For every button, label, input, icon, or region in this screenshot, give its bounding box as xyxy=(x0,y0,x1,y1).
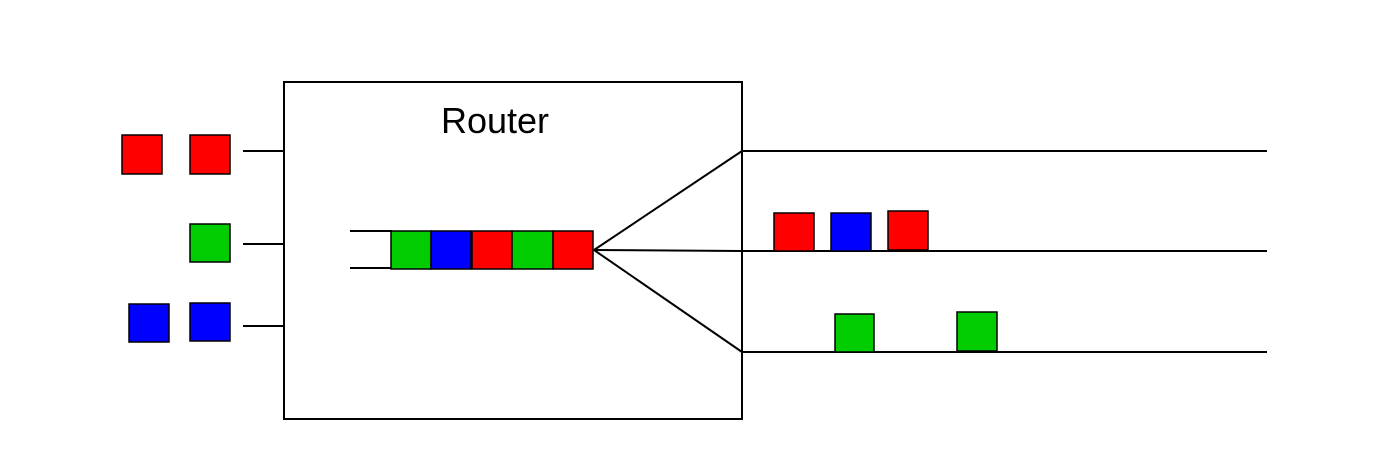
queue-packet-red xyxy=(471,230,513,270)
queue-packet-red xyxy=(552,230,594,270)
queue-packet-blue xyxy=(430,230,472,270)
fanout-line-middle xyxy=(593,249,743,252)
output-packets-bottom xyxy=(834,311,998,353)
input-packets-bottom xyxy=(128,302,231,343)
packet-green xyxy=(956,311,998,352)
queue-packet-green xyxy=(390,230,432,270)
packet-blue xyxy=(830,212,872,252)
packet-blue xyxy=(128,303,170,343)
packet-red xyxy=(121,134,163,175)
router-queue xyxy=(390,230,594,270)
router-title: Router xyxy=(441,100,549,141)
packet-blue xyxy=(189,302,231,342)
fanout-line-top xyxy=(593,150,743,251)
packet-red xyxy=(887,210,929,251)
packet-green xyxy=(834,313,875,353)
input-packets-middle xyxy=(189,223,231,263)
packet-green xyxy=(189,223,231,263)
queue-packet-green xyxy=(511,230,554,270)
output-packets-middle xyxy=(773,210,929,252)
fanout-line-bottom xyxy=(593,249,743,353)
input-packets-top xyxy=(121,134,231,175)
packet-red xyxy=(189,134,231,175)
packet-red xyxy=(773,212,815,252)
